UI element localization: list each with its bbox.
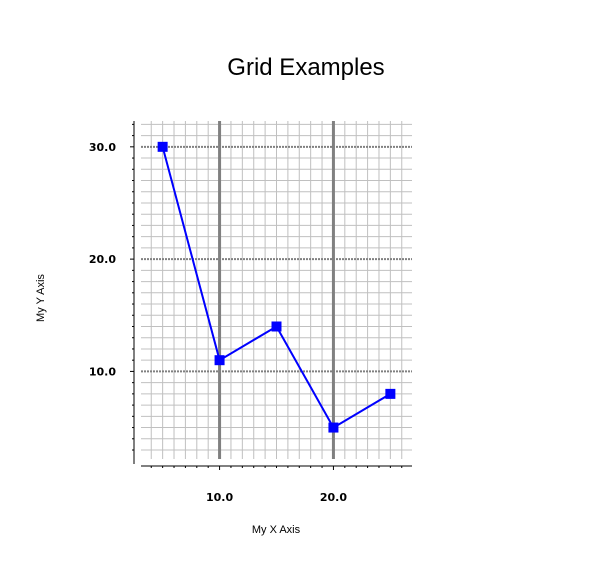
- data-point-marker: [328, 422, 339, 433]
- data-series: [157, 141, 396, 433]
- axes: 10.0 20.0 30.0 10.0 20.0: [89, 121, 412, 504]
- y-tick-label: 20.0: [89, 253, 116, 266]
- data-point-marker: [271, 321, 282, 332]
- y-tick-label: 30.0: [89, 141, 116, 154]
- chart-title: Grid Examples: [227, 54, 384, 81]
- grid: [141, 121, 412, 459]
- x-tick-label: 20.0: [320, 491, 347, 504]
- y-tick-label: 10.0: [89, 365, 116, 378]
- y-axis-label: My Y Axis: [35, 274, 47, 322]
- x-axis-label: My X Axis: [252, 524, 301, 536]
- data-point-marker: [385, 388, 396, 399]
- data-point-marker: [157, 141, 168, 152]
- x-tick-label: 10.0: [206, 491, 233, 504]
- data-point-marker: [214, 355, 225, 366]
